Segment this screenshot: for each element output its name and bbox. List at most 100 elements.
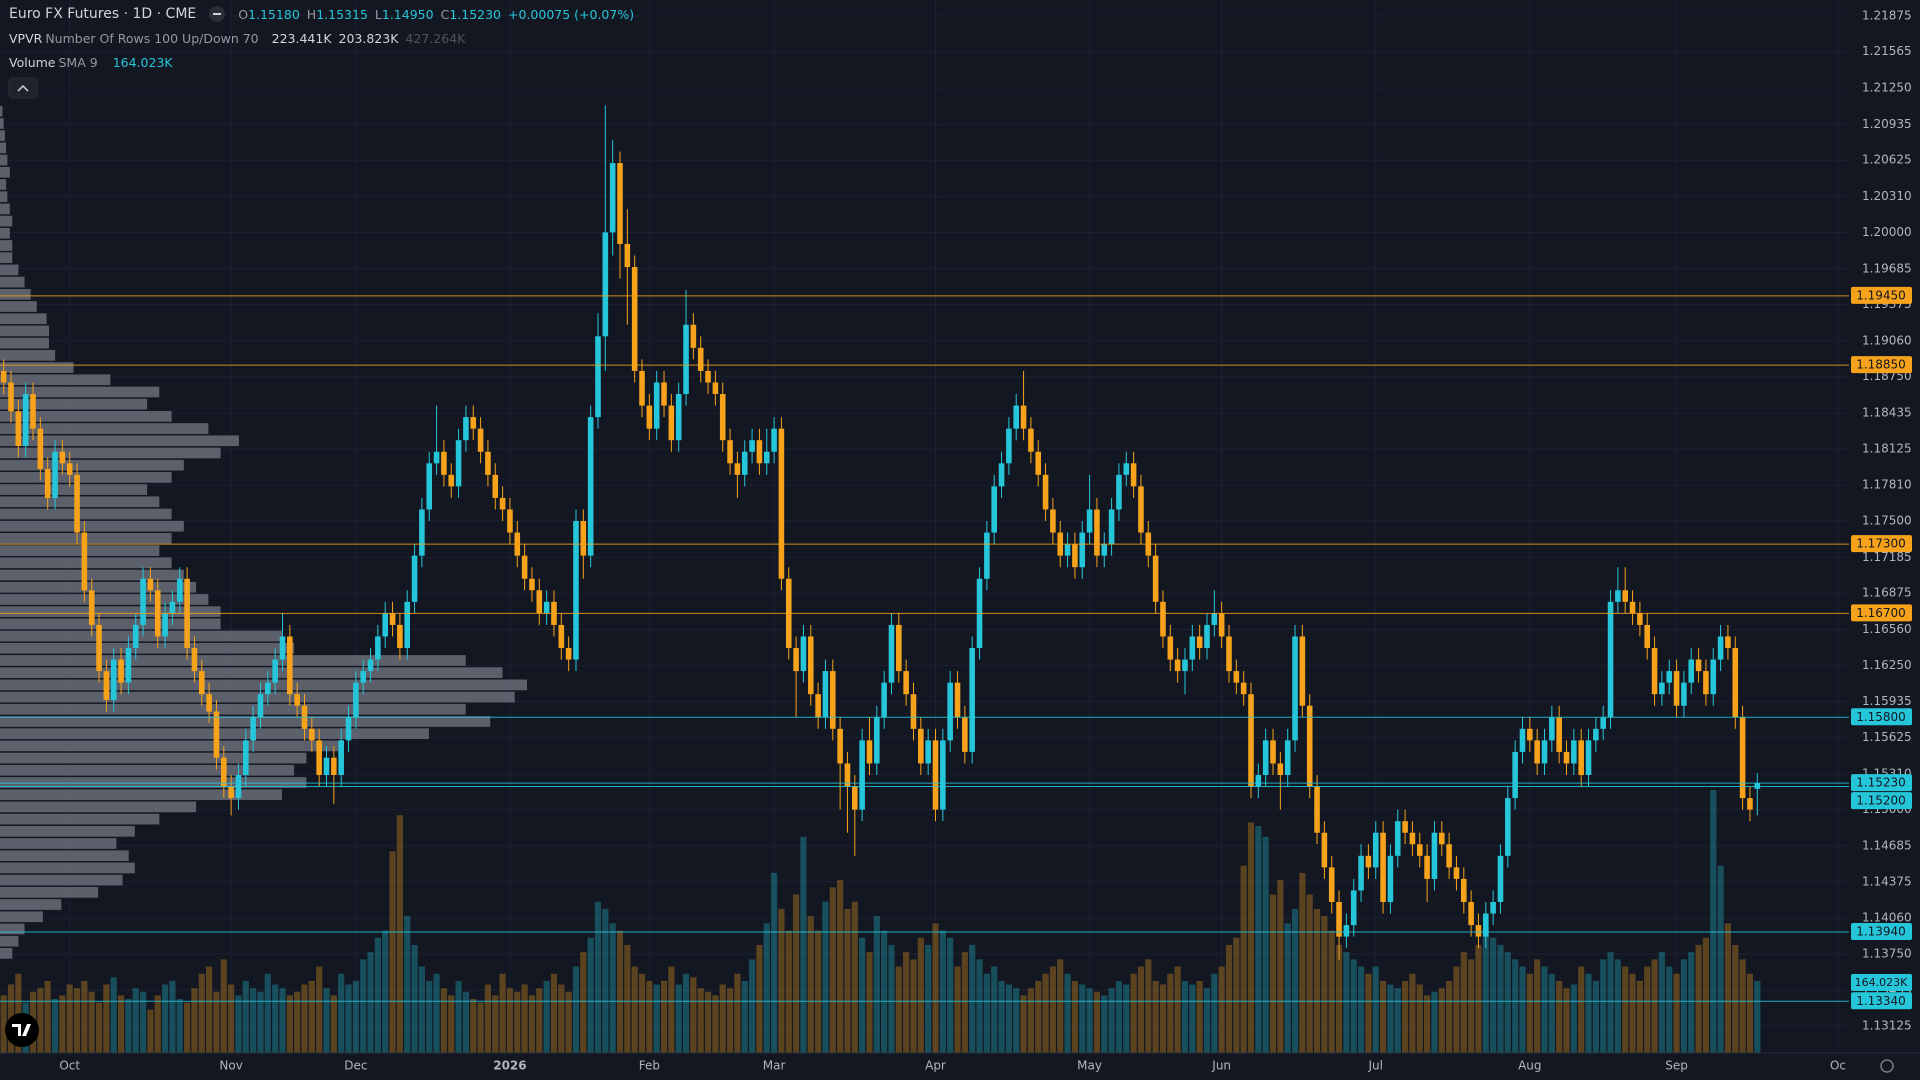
volume-bar bbox=[844, 908, 851, 1053]
volume-bar bbox=[1291, 908, 1299, 1053]
y-tick-label: 1.17810 bbox=[1862, 478, 1912, 492]
candle-body bbox=[1343, 925, 1350, 937]
profile-row bbox=[0, 105, 3, 117]
profile-row bbox=[0, 154, 8, 166]
profile-row bbox=[0, 325, 50, 337]
profile-row bbox=[0, 349, 56, 361]
y-tick-label: 1.21250 bbox=[1862, 81, 1912, 95]
profile-row bbox=[0, 484, 148, 495]
price-tag bbox=[1851, 923, 1912, 941]
candle-body bbox=[1703, 671, 1709, 695]
candle-body bbox=[925, 740, 931, 764]
collapse-box[interactable] bbox=[8, 77, 38, 99]
volume-bar bbox=[404, 916, 411, 1053]
candle-body bbox=[1710, 659, 1717, 695]
candle-body bbox=[565, 648, 572, 660]
candle-body bbox=[763, 451, 770, 464]
candle-body bbox=[984, 532, 990, 579]
volume-bar bbox=[572, 966, 580, 1053]
volume-bar bbox=[881, 930, 888, 1053]
volume-bar bbox=[1247, 822, 1255, 1053]
candle-body bbox=[191, 648, 198, 672]
candle-body bbox=[1321, 832, 1328, 868]
volume-bar bbox=[712, 995, 719, 1053]
candle-body bbox=[1549, 717, 1555, 741]
volume-bar bbox=[1600, 959, 1607, 1053]
volume-bar bbox=[932, 923, 939, 1053]
volume-bar bbox=[734, 973, 741, 1053]
candle-body bbox=[712, 382, 719, 395]
candle-body bbox=[1534, 740, 1540, 764]
candle-body bbox=[441, 451, 447, 475]
candle-body bbox=[521, 555, 528, 579]
candle-body bbox=[1174, 659, 1181, 672]
high-value: 1.15315 bbox=[316, 6, 368, 22]
candle-body bbox=[426, 463, 433, 510]
candle-body bbox=[1299, 636, 1306, 706]
candle-body bbox=[103, 671, 110, 700]
volume-bar bbox=[616, 930, 624, 1053]
candle-body bbox=[345, 717, 352, 741]
candle-body bbox=[1277, 763, 1284, 776]
volume-bar bbox=[1512, 959, 1519, 1053]
candle-body bbox=[1189, 636, 1196, 660]
candle-body bbox=[1438, 832, 1445, 845]
profile-row bbox=[0, 447, 221, 459]
volume-bar bbox=[1115, 980, 1123, 1053]
symbol-legend: Euro FX Futures · 1D · CME O 1.15180 H 1.1… bbox=[9, 6, 634, 22]
volume-bar bbox=[1218, 966, 1225, 1053]
volume-bar bbox=[558, 984, 565, 1053]
vpvr-name: VPVR bbox=[9, 31, 43, 46]
candle-body bbox=[419, 509, 425, 556]
volume-bar bbox=[528, 995, 536, 1053]
volume-bar bbox=[1409, 973, 1416, 1053]
volume-pane bbox=[0, 790, 1761, 1053]
candle-body bbox=[88, 590, 95, 625]
profile-row bbox=[0, 911, 43, 923]
volume-bar bbox=[1629, 973, 1636, 1053]
y-tick-label: 1.16875 bbox=[1862, 586, 1912, 600]
volume-bar bbox=[1710, 790, 1717, 1053]
profile-row bbox=[0, 337, 50, 349]
x-tick-label: Nov bbox=[219, 1059, 242, 1073]
volume-bar bbox=[191, 988, 198, 1053]
candle-body bbox=[1483, 913, 1489, 937]
volume-bar bbox=[998, 980, 1005, 1053]
volume-bar bbox=[228, 984, 235, 1053]
candle-body bbox=[1461, 878, 1467, 902]
volume-bar bbox=[580, 952, 587, 1053]
x-tick-label: Sep bbox=[1665, 1059, 1688, 1073]
candle-body bbox=[323, 757, 330, 776]
levels bbox=[0, 295, 1849, 1002]
profile-row bbox=[0, 240, 13, 251]
change-value: +0.00075 (+0.07%) bbox=[508, 6, 635, 22]
candle-body bbox=[22, 394, 29, 446]
candle-body bbox=[331, 757, 337, 776]
volume-bar bbox=[521, 984, 528, 1053]
volume-bar bbox=[1284, 923, 1291, 1053]
hide-button[interactable] bbox=[209, 6, 226, 22]
y-tick-label: 1.21565 bbox=[1862, 44, 1912, 58]
y-tick-label: 1.20935 bbox=[1862, 117, 1912, 131]
candle-body bbox=[1196, 636, 1203, 649]
volume-tag-label: 164.023K bbox=[1855, 976, 1908, 989]
volume-bar bbox=[1027, 988, 1034, 1053]
candle-body bbox=[397, 624, 403, 649]
candle-body bbox=[624, 243, 631, 268]
candle-body bbox=[1468, 901, 1474, 926]
grid bbox=[0, 0, 1849, 1053]
profile-row bbox=[0, 581, 197, 593]
volume-bar bbox=[1519, 966, 1526, 1053]
profile-row bbox=[0, 276, 25, 288]
collapse-button[interactable] bbox=[8, 77, 38, 99]
volume-bar bbox=[367, 952, 374, 1053]
profile-row bbox=[0, 679, 527, 691]
candle-body bbox=[969, 648, 975, 752]
volume-bar bbox=[1181, 980, 1189, 1053]
volume-bar bbox=[147, 1009, 154, 1053]
candle-body bbox=[206, 694, 212, 712]
candle-body bbox=[125, 648, 132, 683]
settings-button[interactable] bbox=[1880, 1059, 1894, 1073]
volume-bar bbox=[697, 988, 704, 1053]
gear-icon[interactable] bbox=[1880, 1059, 1894, 1073]
